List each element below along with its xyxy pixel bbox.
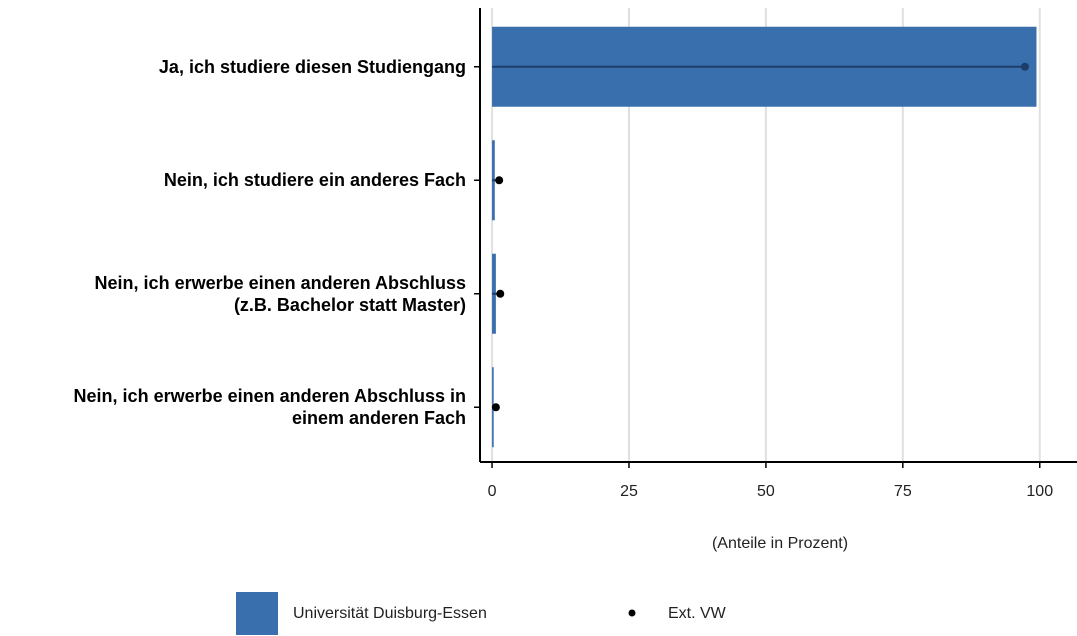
legend-dot — [628, 609, 636, 617]
legend-swatch — [236, 592, 278, 635]
y-tick-label: Nein, ich erwerbe einen anderen Abschlus… — [73, 386, 466, 429]
x-tick-label: 0 — [488, 483, 497, 500]
y-tick-label: Nein, ich erwerbe einen anderen Abschlus… — [94, 272, 466, 315]
x-tick-label: 75 — [894, 483, 912, 500]
x-tick-label: 25 — [620, 483, 638, 500]
legend-label: Universität Duisburg-Essen — [293, 605, 487, 622]
legend-label: Ext. VW — [668, 605, 727, 622]
dot — [1020, 62, 1029, 71]
x-axis-label: (Anteile in Prozent) — [712, 535, 848, 552]
x-tick-label: 50 — [757, 483, 775, 500]
y-tick-label: Ja, ich studiere diesen Studiengang — [158, 56, 466, 77]
dot — [496, 289, 505, 298]
x-tick-label: 100 — [1026, 483, 1053, 500]
dot — [491, 403, 500, 412]
y-tick-label: Nein, ich studiere ein anderes Fach — [163, 170, 466, 191]
dot — [495, 176, 504, 185]
